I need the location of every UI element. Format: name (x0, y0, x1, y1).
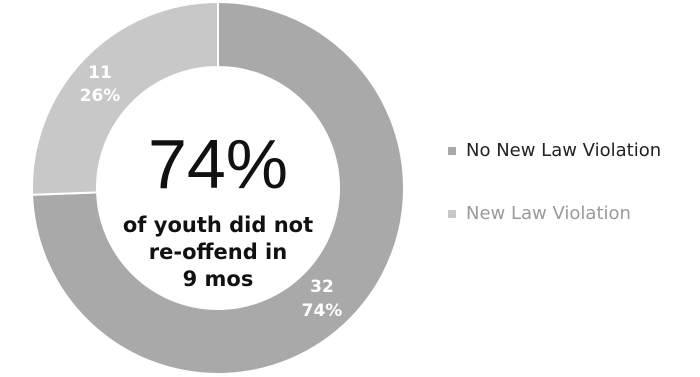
slice-value-no-violation: 32 (310, 277, 334, 297)
donut-slice-no-violation (31, 0, 405, 375)
slice-value-new-violation: 11 (88, 63, 112, 83)
legend-swatch-new-violation (448, 209, 456, 218)
slice-percent-no-violation: 74% (302, 301, 343, 321)
slice-percent-new-violation: 26% (80, 86, 121, 106)
legend-label-no-violation: No New Law Violation (466, 140, 662, 161)
donut-slice-new-violation (31, 0, 219, 196)
legend: No New Law Violation New Law Violation (448, 140, 661, 224)
center-caption-line-2: re-offend in (149, 240, 287, 264)
center-percentage: 74% (148, 125, 288, 203)
donut-chart: 74% of youth did not re-offend in 9 mos … (31, 0, 405, 375)
center-caption-line-1: of youth did not (123, 213, 313, 237)
center-caption-line-3: 9 mos (183, 267, 254, 291)
legend-swatch-no-violation (448, 146, 456, 155)
legend-item-new-violation: New Law Violation (448, 203, 661, 224)
legend-label-new-violation: New Law Violation (466, 203, 631, 224)
legend-item-no-violation: No New Law Violation (448, 140, 661, 161)
